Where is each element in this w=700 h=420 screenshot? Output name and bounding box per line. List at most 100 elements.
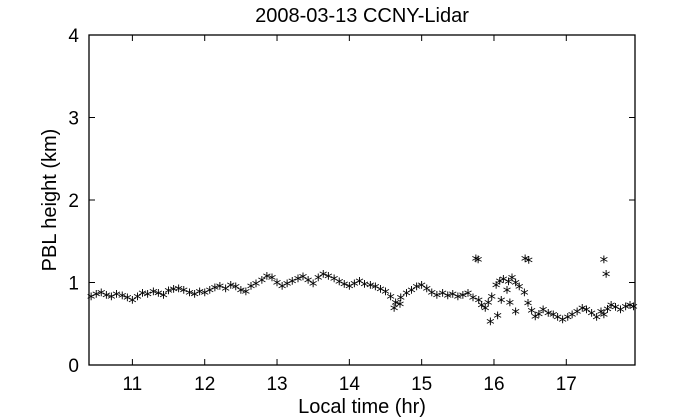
data-point: * (438, 287, 447, 307)
data-point: * (133, 290, 142, 310)
data-point: * (508, 271, 517, 291)
data-point: * (174, 282, 183, 302)
axis-ticks (89, 34, 635, 366)
data-point: * (216, 279, 225, 299)
data-point: * (449, 288, 458, 308)
data-point: * (600, 308, 609, 328)
y-axis-label: PBL height (km) (39, 129, 61, 272)
data-point: * (309, 277, 318, 297)
data-point: * (350, 277, 359, 297)
data-point: * (247, 279, 256, 299)
data-point: * (621, 300, 630, 320)
data-point: * (396, 297, 405, 317)
data-point: * (123, 291, 132, 311)
data-point: * (360, 278, 369, 298)
data-point: * (402, 287, 411, 307)
data-point: * (190, 288, 199, 308)
data-point: * (355, 274, 364, 294)
data-point: * (390, 302, 399, 322)
data-point: * (629, 300, 638, 320)
data-point: * (539, 303, 548, 323)
data-point: * (138, 287, 147, 307)
data-point: * (200, 286, 209, 306)
data-point: * (474, 253, 483, 273)
data-point: * (412, 280, 421, 300)
data-point: * (242, 285, 251, 305)
data-point: * (340, 278, 349, 298)
data-point: * (511, 276, 520, 296)
plot-frame (88, 34, 636, 366)
data-point: * (206, 283, 215, 303)
data-point: * (304, 274, 313, 294)
data-point: * (544, 307, 553, 327)
y-tick-label: 0 (68, 356, 79, 377)
data-point: * (459, 288, 468, 308)
data-point: * (558, 313, 567, 333)
data-point: * (391, 296, 400, 316)
data-point: * (481, 302, 490, 322)
data-point: * (499, 273, 508, 293)
data-point: * (515, 280, 524, 300)
data-point: * (294, 272, 303, 292)
data-point: * (493, 309, 502, 329)
data-point: * (185, 286, 194, 306)
data-point: * (578, 302, 587, 322)
data-point: * (169, 283, 178, 303)
data-point: * (154, 287, 163, 307)
data-point: * (535, 307, 544, 327)
data-point: * (324, 269, 333, 289)
data-point: * (486, 315, 495, 335)
data-point: * (314, 271, 323, 291)
x-tick-label: 16 (483, 374, 504, 395)
data-point: * (381, 285, 390, 305)
data-point: * (422, 282, 431, 302)
data-point: * (396, 291, 405, 311)
data-point: * (626, 298, 635, 318)
data-point: * (503, 283, 512, 303)
data-point: * (118, 289, 127, 309)
y-tick-label: 4 (68, 26, 79, 47)
data-point: * (600, 253, 609, 273)
x-tick-label: 13 (266, 374, 287, 395)
data-point: * (376, 283, 385, 303)
data-point: * (602, 268, 611, 288)
x-tick-label: 17 (556, 374, 577, 395)
y-tick-label: 3 (68, 109, 79, 130)
data-point: * (563, 311, 572, 331)
data-point: * (143, 288, 152, 308)
data-point: * (611, 301, 620, 321)
x-tick-label: 15 (411, 374, 432, 395)
data-point: * (97, 286, 106, 306)
data-point: * (597, 305, 606, 325)
data-point: * (475, 293, 484, 313)
data-point: * (573, 305, 582, 325)
x-tick-label: 14 (339, 374, 361, 395)
data-point: * (477, 298, 486, 318)
data-point: * (195, 285, 204, 305)
data-point: * (587, 307, 596, 327)
data-point: * (179, 283, 188, 303)
data-point: * (607, 298, 616, 318)
data-point: * (283, 277, 292, 297)
data-point: * (504, 275, 513, 295)
data-point: * (128, 293, 137, 313)
y-tick-label: 2 (68, 191, 79, 212)
data-point: * (386, 290, 395, 310)
y-tick-label: 1 (68, 274, 79, 295)
data-point: * (488, 290, 497, 310)
data-point: * (520, 286, 529, 306)
data-point: * (549, 308, 558, 328)
data-point: * (149, 285, 158, 305)
data-point: * (433, 288, 442, 308)
data-point: * (592, 311, 601, 331)
data-point: * (371, 280, 380, 300)
data-point: * (366, 278, 375, 298)
data-point: * (258, 274, 267, 294)
data-point: * (345, 279, 354, 299)
data-point: * (469, 291, 478, 311)
data-point: * (524, 254, 533, 274)
data-point: * (484, 296, 493, 316)
data-point: * (506, 296, 515, 316)
